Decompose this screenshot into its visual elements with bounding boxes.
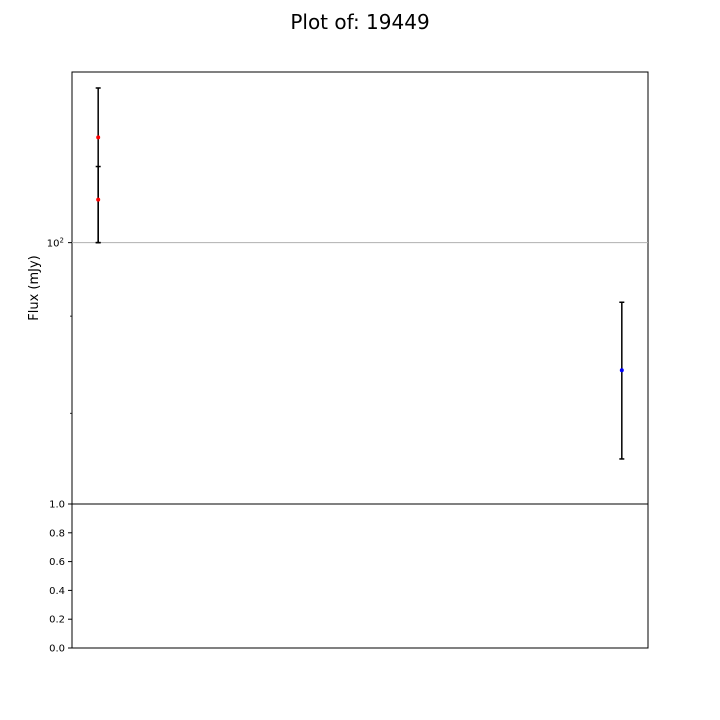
data-point xyxy=(96,135,101,140)
lower-y-tick-label: 0.0 xyxy=(49,644,65,655)
lower-y-tick-label: 0.2 xyxy=(49,615,65,626)
lower-y-axis-ticks: 0.0 0.2 0.4 0.6 0.8 1.0 xyxy=(49,500,72,655)
y-axis-label: Flux (mJy) xyxy=(27,255,42,321)
data-point xyxy=(619,368,624,373)
upper-data-marks xyxy=(95,87,625,460)
data-point xyxy=(96,197,101,202)
lower-plot-panel: 0.0 0.2 0.4 0.6 0.8 1.0 xyxy=(49,500,649,655)
lower-y-tick-label: 0.8 xyxy=(49,528,65,539)
lower-y-tick-label: 0.4 xyxy=(49,586,65,597)
lower-y-tick-label: 0.6 xyxy=(49,557,65,568)
chart-title: Plot of: 19449 xyxy=(290,10,429,34)
lower-plot-frame xyxy=(71,503,649,649)
lower-y-tick-label: 1.0 xyxy=(49,500,65,511)
y-tick-exponent: 2 xyxy=(60,237,64,245)
